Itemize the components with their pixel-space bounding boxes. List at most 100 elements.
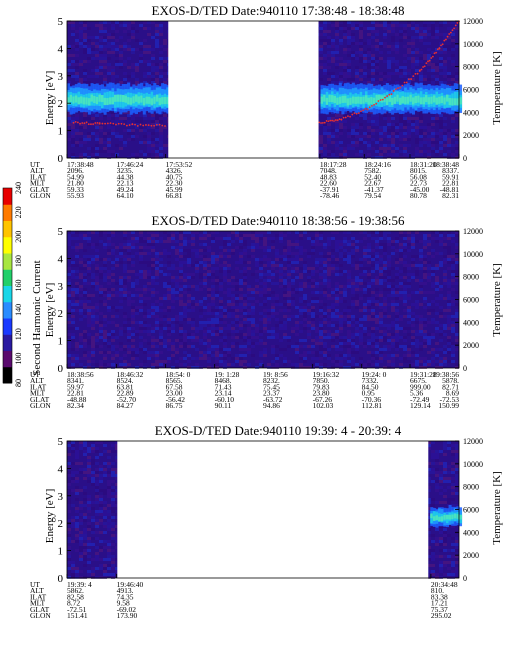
spectrogram-cell [347, 315, 351, 318]
spectrogram-cell [303, 360, 307, 363]
spectrogram-cell [99, 288, 103, 291]
spectrogram-cell [87, 318, 91, 321]
spectrogram-cell [327, 138, 331, 141]
spectrogram-cell [319, 336, 323, 339]
spectrogram-cell [207, 360, 211, 363]
spectrogram-cell [319, 258, 323, 261]
ephemeris-value: 18:31:20 [410, 160, 437, 169]
spectrogram-cell [279, 264, 283, 267]
spectrogram-cell [235, 231, 239, 234]
spectrogram-cell [343, 60, 347, 63]
spectrogram-cell [67, 81, 71, 84]
spectrogram-cell [87, 357, 91, 360]
ephemeris-value: 52.40 [364, 172, 381, 181]
spectrogram-cell [443, 81, 447, 84]
spectrogram-cell [243, 324, 247, 327]
spectrogram-cell [219, 264, 223, 267]
spectrogram-cell [83, 123, 87, 126]
spectrogram-cell [355, 24, 359, 27]
spectrogram-cell [263, 327, 267, 330]
spectrogram-cell [147, 264, 151, 267]
spectrogram-cell [151, 267, 155, 270]
spectrogram-cell [107, 249, 111, 252]
spectrogram-cell [123, 297, 127, 300]
spectrogram-cell [379, 78, 383, 81]
spectrogram-cell [359, 342, 363, 345]
spectrogram-cell [147, 324, 151, 327]
spectrogram-cell [427, 135, 431, 138]
spectrogram-cell [135, 309, 139, 312]
energy-band-cell [427, 97, 431, 105]
spectrogram-cell [423, 141, 427, 144]
spectrogram-cell [403, 138, 407, 141]
spectrogram-cell [155, 150, 159, 153]
spectrogram-cell [71, 363, 75, 366]
spectrogram-cell [199, 303, 203, 306]
spectrogram-cell [411, 39, 415, 42]
spectrogram-cell [391, 24, 395, 27]
spectrogram-cell [103, 231, 107, 234]
spectrogram-cell [359, 318, 363, 321]
spectrogram-cell [151, 330, 155, 333]
y-tick-label: 4 [58, 43, 64, 55]
spectrogram-cell [335, 330, 339, 333]
spectrogram-cell [163, 39, 167, 42]
spectrogram-cell [271, 276, 275, 279]
spectrogram-cell [111, 261, 115, 264]
spectrogram-cell [131, 63, 135, 66]
spectrogram-cell [327, 336, 331, 339]
spectrogram-cell [147, 27, 151, 30]
spectrogram-cell [331, 24, 335, 27]
spectrogram-cell [195, 252, 199, 255]
spectrogram-cell [283, 291, 287, 294]
spectrogram-cell [275, 258, 279, 261]
spectrogram-cell [179, 339, 183, 342]
spectrogram-cell [95, 135, 99, 138]
spectrogram-cell [363, 327, 367, 330]
spectrogram-cell [159, 351, 163, 354]
spectrogram-cell [107, 240, 111, 243]
temperature-point [454, 24, 457, 27]
spectrogram-cell [323, 294, 327, 297]
spectrogram-cell [263, 300, 267, 303]
spectrogram-cell [71, 60, 75, 63]
spectrogram-cell [127, 81, 131, 84]
spectrogram-cell [155, 24, 159, 27]
spectrogram-cell [347, 348, 351, 351]
spectrogram-cell [343, 231, 347, 234]
spectrogram-cell [91, 273, 95, 276]
colorbar-tick-label: 200 [14, 231, 23, 243]
spectrogram-cell [383, 45, 387, 48]
spectrogram-cell [363, 27, 367, 30]
spectrogram-cell [83, 264, 87, 267]
spectrogram-cell [119, 261, 123, 264]
spectrogram-cell [215, 366, 219, 369]
spectrogram-cell [331, 315, 335, 318]
spectrogram-cell [159, 45, 163, 48]
spectrogram-cell [215, 261, 219, 264]
spectrogram-cell [287, 303, 291, 306]
spectrogram-cell [155, 261, 159, 264]
spectrogram-cell [323, 27, 327, 30]
spectrogram-cell [147, 33, 151, 36]
spectrogram-cell [95, 156, 99, 159]
spectrogram-cell [159, 330, 163, 333]
spectrogram-cell [163, 273, 167, 276]
spectrogram-cell [139, 129, 143, 132]
spectrogram-cell [203, 261, 207, 264]
spectrogram-cell [67, 54, 71, 57]
spectrogram-cell [411, 27, 415, 30]
spectrogram-cell [103, 48, 107, 51]
spectrogram-cell [67, 21, 71, 24]
temperature-point [128, 124, 131, 126]
spectrogram-cell [415, 120, 419, 123]
spectrogram-cell [219, 315, 223, 318]
spectrogram-cell [343, 336, 347, 339]
spectrogram-cell [75, 300, 79, 303]
temperature-point [318, 121, 321, 124]
spectrogram-cell [131, 270, 135, 273]
spectrogram-cell [123, 366, 127, 369]
spectrogram-cell [155, 240, 159, 243]
spectrogram-cell [423, 30, 427, 33]
spectrogram-cell [303, 366, 307, 369]
